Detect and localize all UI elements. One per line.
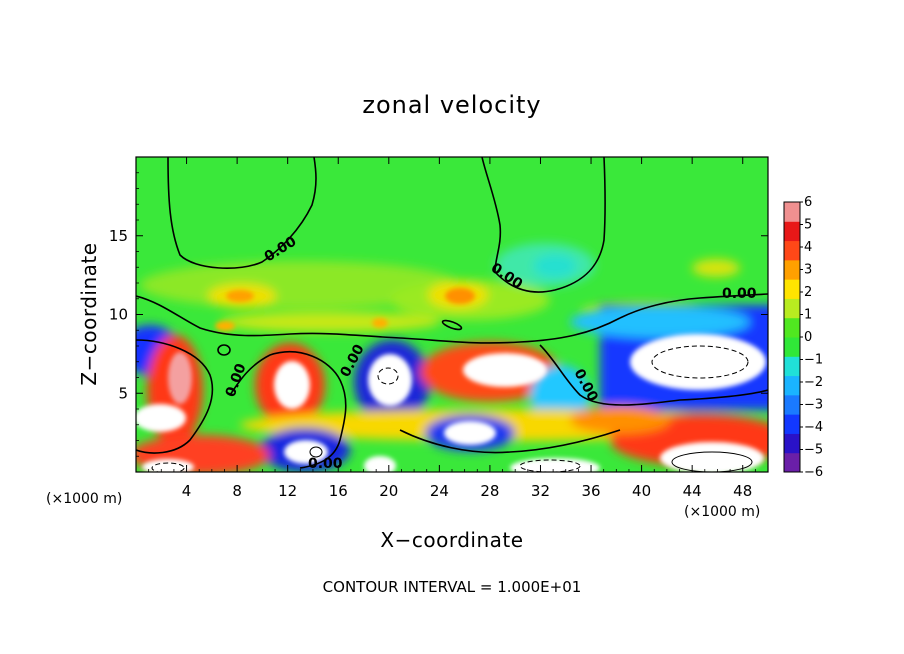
colorbar-tick-label: 0 xyxy=(804,330,812,345)
x-tick-label: 48 xyxy=(733,482,752,500)
contour-interval-note: CONTOUR INTERVAL = 1.000E+01 xyxy=(323,578,582,596)
yellow-patch-46 xyxy=(692,259,740,277)
x-tick-label: 44 xyxy=(683,482,702,500)
dashed-contours xyxy=(151,345,749,472)
orange-core-24 xyxy=(372,318,388,328)
colorbar-swatch xyxy=(784,375,800,396)
y-tick-label: 15 xyxy=(109,227,128,245)
zero-contour-low-32 xyxy=(539,344,768,406)
saturated-left-pink xyxy=(168,352,192,404)
x-unit-label: (×1000 m) xyxy=(684,504,760,520)
saturated-14 xyxy=(284,440,328,464)
contour-label: 0.00 xyxy=(308,456,343,472)
colorbar-tick-label: −5 xyxy=(804,443,823,458)
zero-contour-low-left xyxy=(136,339,214,454)
zero-contour-low-16 xyxy=(229,351,347,469)
colorbar-swatch xyxy=(784,298,800,319)
y-tick-label: 10 xyxy=(109,306,128,324)
colorbar-tick-label: −1 xyxy=(804,353,823,368)
x-axis-title: X−coordinate xyxy=(380,528,523,552)
colorbar-swatch xyxy=(784,259,800,280)
zero-contour-right xyxy=(619,293,768,319)
saturated-12 xyxy=(274,361,310,409)
solid-loop-14 xyxy=(309,446,323,458)
cyan-halo-right xyxy=(570,306,750,338)
orange-core-8 xyxy=(226,290,254,302)
colorbar-swatch xyxy=(784,240,800,261)
colorbar-tick-label: −2 xyxy=(804,375,823,390)
small-contour-loop-25 xyxy=(441,319,463,331)
colorbar-swatch xyxy=(784,356,800,377)
colorbar-tick-label: 6 xyxy=(804,195,812,210)
dashed-loop-20 xyxy=(377,367,399,385)
solid-loop-44 xyxy=(671,451,753,472)
colorbar-tick-label: −6 xyxy=(804,465,823,480)
colorbar-tick-label: −4 xyxy=(804,420,823,435)
x-axis-ticks: 4 8 12 16 20 24 28 32 36 40 44 48 xyxy=(148,157,769,500)
colorbar-tick-label: 4 xyxy=(804,240,812,255)
colorbar-swatch xyxy=(784,279,800,299)
x-tick-label: 36 xyxy=(581,482,600,500)
plot-area: 0.00 0.00 0.00 0.00 0.00 0.00 0.00 xyxy=(136,157,768,472)
y-axis-ticks: 5 10 15 xyxy=(109,172,768,457)
colorbar-swatch xyxy=(784,221,800,242)
contour-lines xyxy=(136,157,768,469)
x-tick-label: 20 xyxy=(379,482,398,500)
x-tick-label: 32 xyxy=(531,482,550,500)
colorbar-swatch xyxy=(784,202,800,222)
y-axis-title: Z−coordinate xyxy=(77,242,101,385)
colorbar-tick-label: 5 xyxy=(804,218,812,233)
solid-contour-loops xyxy=(309,446,753,472)
saturated-20 xyxy=(368,354,412,406)
colorbar-swatch xyxy=(784,452,800,473)
x-tick-label: 16 xyxy=(329,482,348,500)
y-tick-label: 5 xyxy=(118,384,128,402)
x-tick-label: 40 xyxy=(632,482,651,500)
dashed-loop-right xyxy=(651,345,749,379)
colorbar-swatch xyxy=(784,337,800,357)
zero-contour-band-left xyxy=(136,295,621,344)
zero-contour-upper-left xyxy=(167,157,317,269)
dashed-loop-2 xyxy=(151,462,185,472)
x-tick-label: 8 xyxy=(232,482,242,500)
saturated-bottom-18 xyxy=(364,456,396,472)
lower-field-cores xyxy=(136,334,766,472)
colorbar-tick-label: 3 xyxy=(804,263,812,278)
colorbar-swatch xyxy=(784,433,800,454)
orange-core-6 xyxy=(215,321,235,331)
zero-contour-bottom xyxy=(399,429,621,454)
saturated-bottom-right xyxy=(660,442,764,472)
colorbar-tick-label: 1 xyxy=(804,308,812,323)
small-contour-loop xyxy=(217,344,231,356)
x-tick-label: 12 xyxy=(278,482,297,500)
colorbar-swatch xyxy=(784,394,800,415)
dashed-loop-32 xyxy=(519,459,581,472)
colorbar-tick-label: −3 xyxy=(804,398,823,413)
yellow-strip-low xyxy=(220,312,440,332)
x-tick-label: 28 xyxy=(480,482,499,500)
saturated-right xyxy=(630,334,766,390)
zero-contour-upper-mid xyxy=(481,157,606,293)
colorbar: 6 5 4 3 2 1 0 −1 −2 −3 −4 −5 −6 xyxy=(783,195,823,480)
x-tick-label: 24 xyxy=(430,482,449,500)
orange-core-26 xyxy=(445,288,475,304)
chart-title: zonal velocity xyxy=(362,91,541,119)
z-unit-label: (×1000 m) xyxy=(46,491,122,507)
orange-band-mid xyxy=(570,406,670,434)
cyan-core xyxy=(533,254,577,278)
saturated-bottom-2 xyxy=(142,459,194,472)
saturated-26 xyxy=(444,421,496,445)
x-tick-label: 4 xyxy=(182,482,192,500)
colorbar-swatch xyxy=(784,317,800,338)
colorbar-swatch xyxy=(784,414,800,434)
saturated-left xyxy=(136,404,186,432)
saturated-bottom-32 xyxy=(510,458,600,472)
saturated-28 xyxy=(463,353,547,387)
contour-label: 0.00 xyxy=(722,286,757,302)
upper-field-cores xyxy=(215,288,475,331)
colorbar-tick-label: 2 xyxy=(804,285,812,300)
